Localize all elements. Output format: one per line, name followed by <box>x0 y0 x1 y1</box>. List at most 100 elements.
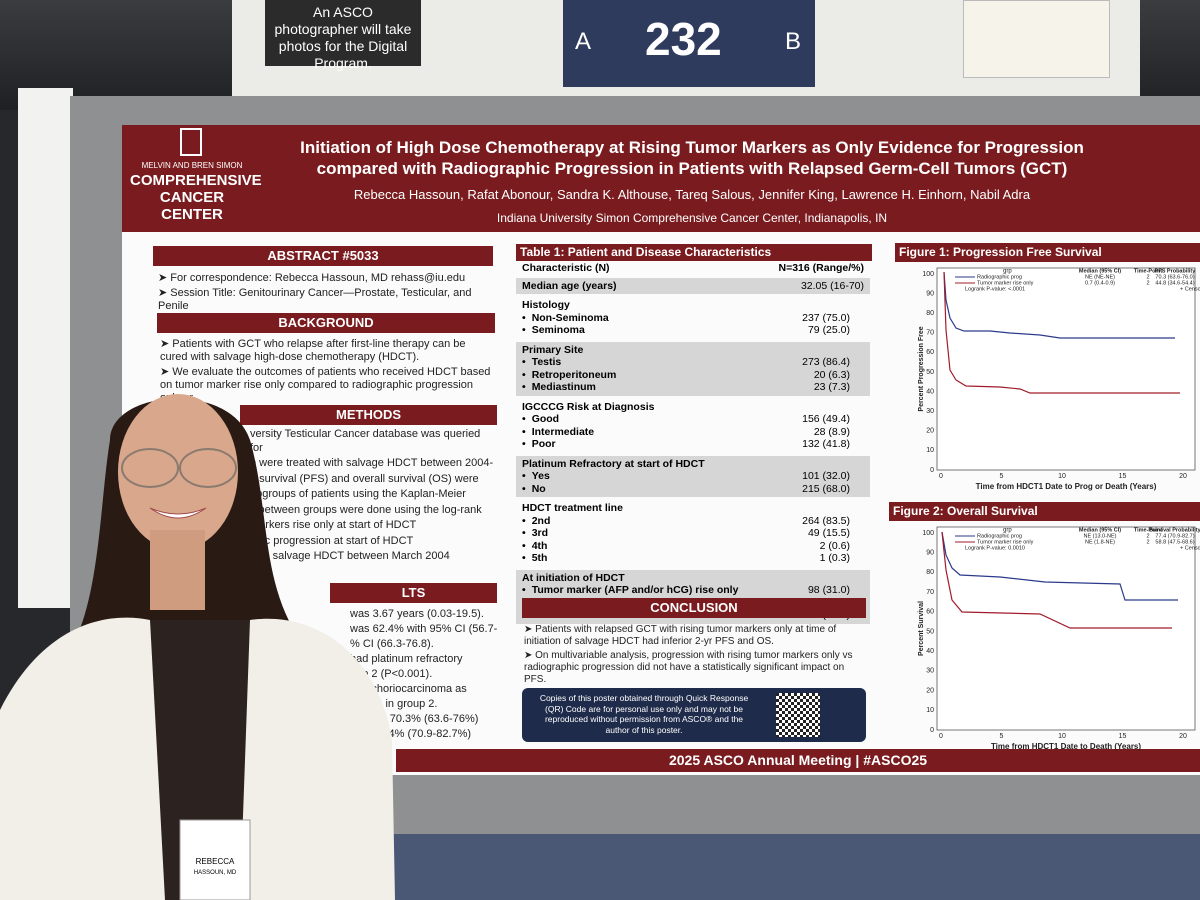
poster-header: MELVIN AND BREN SIMON COMPREHENSIVE CANC… <box>122 125 1200 232</box>
y-tick-label: 100 <box>922 271 934 278</box>
text-line: versity Testicular Cancer database was q… <box>250 428 481 454</box>
bullet-mark: • <box>522 425 526 438</box>
text-line: ubgroups of patients using the Kaplan-Me… <box>250 488 466 500</box>
row-label: • 4th <box>522 540 547 553</box>
text-line: e survival (PFS) and overall survival (O… <box>250 472 479 485</box>
table-row: • Good 156 (49.4) <box>516 413 870 426</box>
logo-line: COMPREHENSIVE <box>130 172 262 189</box>
cell: No <box>531 482 546 495</box>
section-heading: METHODS <box>240 405 497 425</box>
figure-title: Figure 2: Overall Survival <box>893 504 1038 518</box>
y-tick-label: 60 <box>926 609 934 616</box>
section-heading: CONCLUSION <box>522 598 866 618</box>
table-row: • Poor 132 (41.8) <box>516 438 870 451</box>
cell: 20 (6.3) <box>813 368 850 381</box>
text-line: markers rise only at start of HDCT <box>250 519 417 531</box>
figure-title-bar <box>895 243 1200 262</box>
board-number-sign: A 232 B <box>563 0 815 87</box>
authors: Rebecca Hassoun, Rafat Abonour, Sandra K… <box>353 187 1031 202</box>
stats-header: Median (95% CI) <box>1079 268 1121 274</box>
text-line: ➤ Session Title: Genitourinary Cancer—Pr… <box>158 287 472 312</box>
abstract-text: ➤ For correspondence: Rebecca Hassoun, M… <box>158 272 488 315</box>
cell: 98 (31.0) <box>807 584 850 596</box>
column-header: N=316 (Range/%) <box>778 262 865 274</box>
cell: Good <box>531 413 560 425</box>
board-left: A <box>575 28 592 55</box>
column-header: Characteristic (N) <box>522 262 610 274</box>
legend-entry: Tumor marker rise only <box>977 280 1034 286</box>
cell: 101 (32.0) <box>802 470 850 482</box>
table-group: HDCT treatment line • 2nd 264 (83.5) • 3rd 49 … <box>516 500 870 567</box>
group-label: Histology <box>522 299 570 311</box>
stats-cell: 2 <box>1146 274 1149 280</box>
y-tick-label: 50 <box>926 628 934 635</box>
bullet-mark: • <box>522 539 526 552</box>
cell: 132 (41.8) <box>802 438 850 450</box>
group-label: Primary Site <box>522 343 584 356</box>
cell: Intermediate <box>531 425 595 438</box>
y-tick-label: 0 <box>930 467 934 474</box>
cell: 23 (7.3) <box>813 381 850 393</box>
legend-title: grp <box>1003 528 1012 534</box>
table: Characteristic (N) N=316 (Range/%) Median … <box>516 262 870 624</box>
table-header: Characteristic (N) N=316 (Range/%) <box>516 262 870 275</box>
plot-frame <box>936 267 1196 471</box>
legend-entry: Radiographic prog <box>977 274 1022 280</box>
bullet-mark: • <box>522 552 526 564</box>
schedule-note <box>963 0 1110 78</box>
cell: 3rd <box>531 527 549 539</box>
figure-title-bar <box>889 502 1200 521</box>
smile <box>149 507 207 519</box>
stats-header: Time-Point <box>1134 268 1162 274</box>
x-tick-label: 0 <box>939 473 943 480</box>
poster-title: Initiation of High Dose Chemotherapy at … <box>300 138 1084 178</box>
table-row: • Intermediate 28 (8.9) <box>516 426 870 439</box>
bullet-mark: • <box>522 482 526 495</box>
table-group: IGCCCG Risk at Diagnosis • Good 156 (49.4) •… <box>516 399 870 453</box>
group-row: Histology <box>516 299 870 312</box>
table-row: • 5th 1 (0.3) <box>516 552 870 565</box>
legend-title: grp <box>1003 269 1012 275</box>
x-tick-label: 15 <box>1119 473 1127 480</box>
cell: Non-Seminoma <box>531 311 609 324</box>
y-tick-label: 40 <box>926 388 934 395</box>
row-label: • 5th <box>522 552 547 565</box>
y-tick-label: 0 <box>930 727 934 734</box>
cell: 264 (83.5) <box>802 514 850 527</box>
affiliation: Indiana University Simon Comprehensive C… <box>496 211 888 225</box>
cell: 215 (68.0) <box>802 482 850 495</box>
stats-header: Time-Point <box>1134 527 1162 533</box>
group-row: Primary Site <box>516 344 870 357</box>
stats-header: PFS Probability <box>1155 268 1197 274</box>
cell: 156 (49.4) <box>802 413 850 425</box>
text-line: % CI (66.3-76.8). <box>350 638 434 650</box>
y-tick-label: 40 <box>926 648 934 655</box>
cell: 237 (75.0) <box>802 311 850 324</box>
badge <box>179 819 251 900</box>
x-tick-label: 5 <box>1000 733 1004 740</box>
y-tick-label: 90 <box>926 290 934 297</box>
cell: 4th <box>531 539 548 552</box>
section-heading: LTS <box>330 583 497 603</box>
table-group: Histology • Non-Seminoma 237 (75.0) • Seminom… <box>516 297 870 339</box>
group-row: HDCT treatment line <box>516 502 870 515</box>
x-tick-label: 5 <box>1000 473 1004 480</box>
cell: Retroperitoneum <box>531 368 617 381</box>
stats-cell: 2 <box>1146 533 1149 539</box>
results-text: was 3.67 years (0.03-19.5). was 62.4% wit… <box>350 608 498 743</box>
legend-entry: Tumor marker rise only <box>977 539 1034 545</box>
conclusion-text: ➤ Patients with relapsed GCT with rising… <box>524 624 866 688</box>
qr-code <box>776 693 820 737</box>
board-frame <box>18 88 73 608</box>
cell: Tumor marker (AFP and/or hCG) rise only <box>531 584 739 596</box>
row-label: • Good <box>522 413 559 426</box>
group-label: IGCCCG Risk at Diagnosis <box>522 400 655 413</box>
section-heading: BACKGROUND <box>157 313 495 333</box>
bullet-mark: • <box>522 413 526 425</box>
text-line: s between groups were done using the log… <box>250 503 482 516</box>
stats-cell: 77.4 (70.9-82.7) <box>1155 533 1194 539</box>
text-line: was 62.4% with 95% CI (56.7- <box>350 623 498 635</box>
bullet-mark: • <box>522 381 526 393</box>
text-line: with salvage HDCT between March 2004 <box>250 550 450 562</box>
